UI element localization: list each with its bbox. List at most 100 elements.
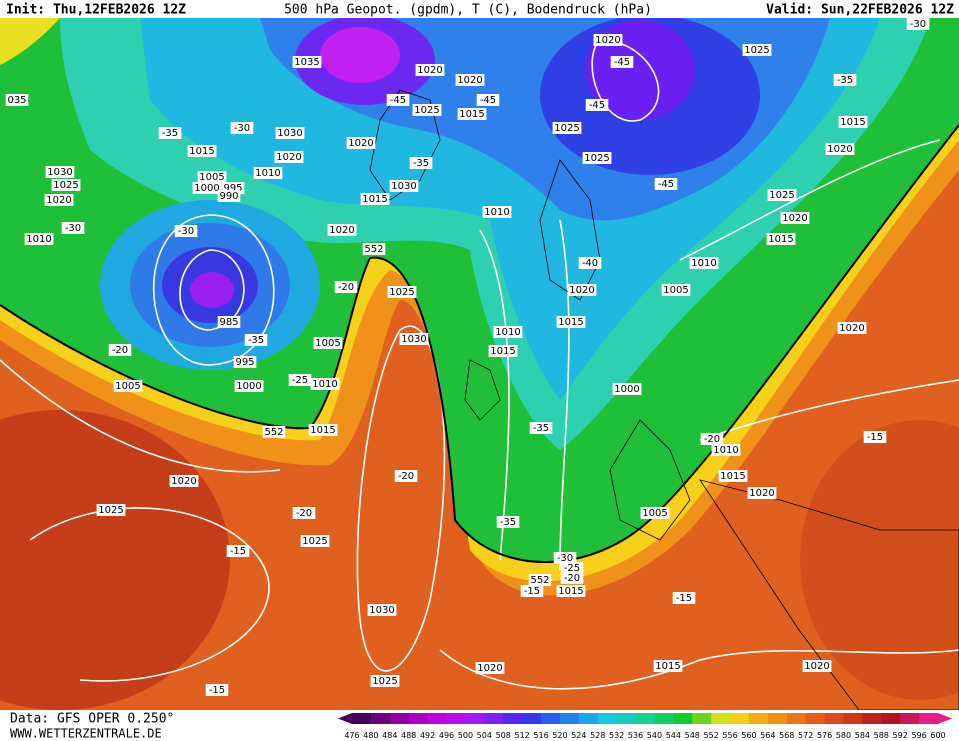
contour-label: -30 <box>178 226 194 237</box>
colorbar-tick-label: 552 <box>704 731 719 740</box>
colorbar-swatch <box>465 713 485 724</box>
label-box <box>661 284 691 296</box>
magenta-region <box>320 27 400 83</box>
label-box <box>585 99 609 111</box>
label-box <box>205 684 229 696</box>
contour-label: -35 <box>837 75 853 86</box>
label-box <box>158 127 182 139</box>
contour-label: 1020 <box>827 144 852 155</box>
colorbar-tick-label: 492 <box>420 731 435 740</box>
label-box <box>582 152 612 164</box>
colorbar-swatch <box>541 713 561 724</box>
isobar <box>679 139 959 441</box>
colorbar-tick-label: 484 <box>382 731 397 740</box>
contour-label: 1020 <box>782 213 807 224</box>
contour-label: -20 <box>112 345 128 356</box>
label-box <box>367 604 397 616</box>
contour-label: -30 <box>65 223 81 234</box>
map: 1035 1020 1020 1025 -45 1020 -45 1025 -45 1015 -45… <box>0 15 959 711</box>
colorbar-swatch <box>352 713 372 724</box>
colorbar-swatch <box>673 713 693 724</box>
contour-label: -20 <box>338 282 354 293</box>
label-box <box>653 660 683 672</box>
label-box <box>274 151 304 163</box>
contour-label: 1035 <box>294 57 319 68</box>
label-box <box>476 94 500 106</box>
purple-low <box>190 272 234 308</box>
colorbar: 476 480 484 488 492 496 500 504 508 512 516 520 524 5… <box>338 713 952 740</box>
label-box <box>399 333 429 345</box>
colorbar-tick-label: 596 <box>911 731 926 740</box>
label-box <box>556 316 586 328</box>
label-box <box>387 286 417 298</box>
label-box <box>187 145 217 157</box>
label-box <box>672 592 696 604</box>
label-box <box>310 378 340 390</box>
colorbar-arrow <box>338 713 352 724</box>
colorbar-tick-label: 576 <box>817 731 832 740</box>
label-box <box>174 225 198 237</box>
contour-label: -20 <box>398 471 414 482</box>
label-box <box>308 424 338 436</box>
contour-label: 985 <box>219 317 238 328</box>
contour-label: 1015 <box>840 117 865 128</box>
contour-label: 990 <box>219 191 238 202</box>
colorbar-tick-label: 560 <box>741 731 756 740</box>
contour-label: 035 <box>7 95 26 106</box>
colorbar-tick-label: 516 <box>533 731 548 740</box>
label-box <box>253 167 283 179</box>
label-box <box>24 233 54 245</box>
colorbar-swatch <box>919 713 939 724</box>
colorbar-tick-label: 600 <box>930 731 945 740</box>
label-box <box>415 64 445 76</box>
contour-label: 1020 <box>569 285 594 296</box>
label-box <box>612 383 642 395</box>
label-box <box>578 257 602 269</box>
label-box <box>275 127 305 139</box>
contour-label: 1020 <box>46 195 71 206</box>
label-box <box>113 380 143 392</box>
contour-label: 1005 <box>663 285 688 296</box>
contour-label: 1010 <box>495 327 520 338</box>
contour-label: 1005 <box>199 172 224 183</box>
colorbar-swatch <box>522 713 542 724</box>
label-box <box>226 545 250 557</box>
colorbar-tick-label: 536 <box>628 731 643 740</box>
label-box <box>5 94 29 106</box>
contour-label: 1000 <box>614 384 639 395</box>
colorbar-swatch <box>654 713 674 724</box>
label-box <box>560 562 584 574</box>
contour-label: 1030 <box>277 128 302 139</box>
contour-label: -15 <box>676 593 692 604</box>
colorbar-tick-label: 508 <box>496 731 511 740</box>
contour-label: -35 <box>500 517 516 528</box>
colorbar-swatch <box>881 713 901 724</box>
contour-label: -35 <box>413 158 429 169</box>
contour-label: -15 <box>230 546 246 557</box>
contour-label: 1025 <box>372 676 397 687</box>
contour-label: 1025 <box>584 153 609 164</box>
colorbar-tick-label: 524 <box>571 731 586 740</box>
colorbar-tick-label: 504 <box>477 731 492 740</box>
contour-label: -35 <box>248 335 264 346</box>
contour-label: 1015 <box>189 146 214 157</box>
contour-label: 995 <box>235 357 254 368</box>
colorbar-swatch <box>730 713 750 724</box>
colorbar-swatch <box>616 713 637 724</box>
contour-label: 1015 <box>558 586 583 597</box>
label-box <box>610 56 634 68</box>
data-source: Data: GFS OPER 0.250° <box>10 712 174 727</box>
site-name: WWW.WETTERZENTRALE.DE <box>10 727 162 741</box>
label-box <box>362 243 386 255</box>
colorbar-tick-label: 580 <box>836 731 851 740</box>
contour-label: -15 <box>867 432 883 443</box>
label-box <box>234 380 264 392</box>
label-box <box>360 193 390 205</box>
label-box <box>244 334 268 346</box>
label-box <box>230 122 254 134</box>
label-box <box>313 337 343 349</box>
colorbar-swatch <box>692 713 712 724</box>
label-box <box>61 222 85 234</box>
contour-label: 1015 <box>558 317 583 328</box>
label-box <box>192 182 222 194</box>
